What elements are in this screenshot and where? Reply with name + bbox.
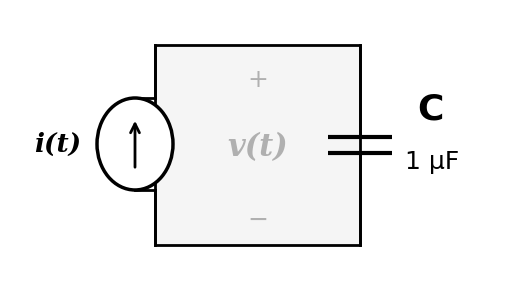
Text: 1 μF: 1 μF [405, 150, 459, 174]
Text: v(t): v(t) [228, 132, 288, 164]
Ellipse shape [97, 98, 173, 190]
Text: i(t): i(t) [34, 132, 81, 156]
Text: C: C [417, 93, 443, 127]
Text: +: + [248, 68, 268, 92]
Bar [155, 45, 360, 245]
Text: −: − [247, 208, 268, 232]
